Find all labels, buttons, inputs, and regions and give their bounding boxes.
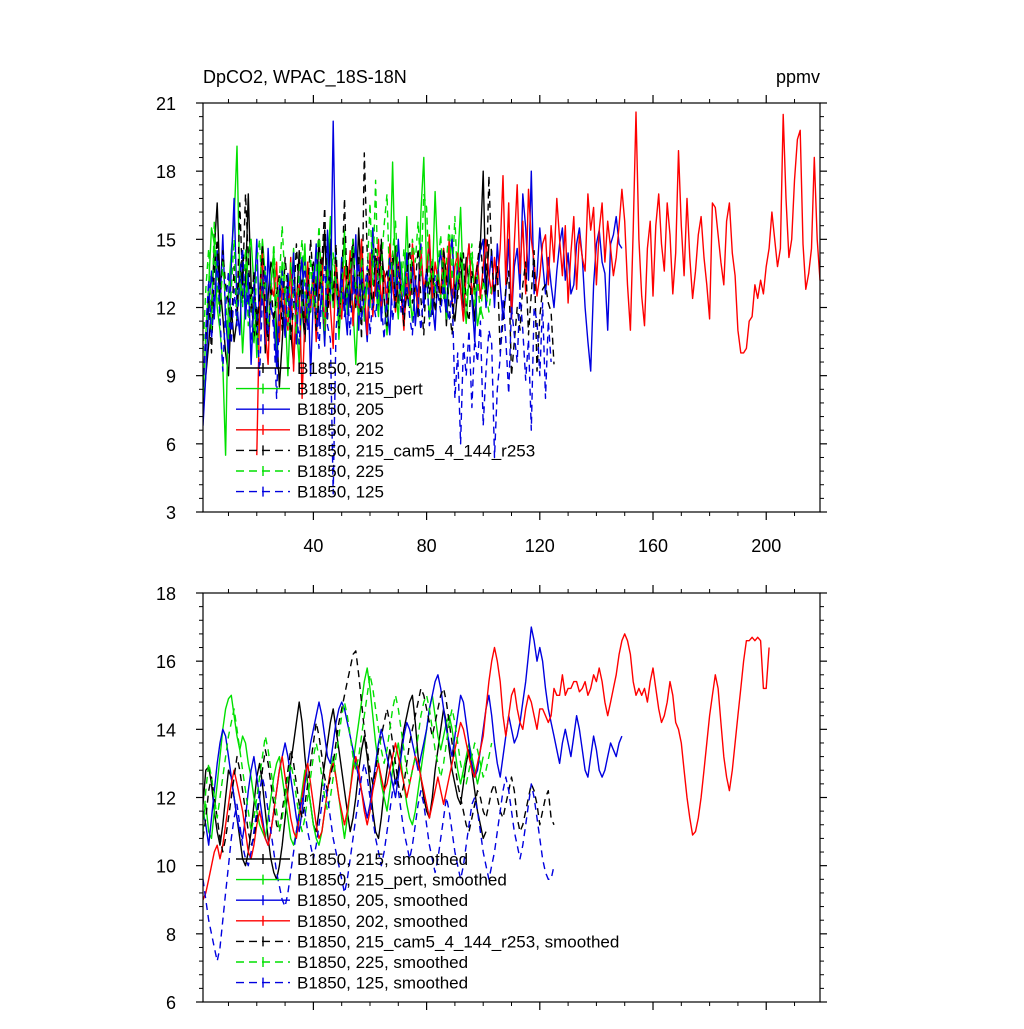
x-tick-label: 160: [638, 536, 668, 556]
legend-label: B1850, 215_pert: [297, 380, 423, 399]
legend: B1850, 215, smoothed B1850, 215_pert, smo…: [236, 850, 619, 993]
y-tick-label: 15: [156, 230, 176, 250]
x-tick-label: 40: [303, 536, 323, 556]
x-tick-label: 200: [751, 536, 781, 556]
y-tick-label: 12: [156, 299, 176, 319]
y-tick-label: 6: [166, 435, 176, 455]
legend-label: B1850, 125: [297, 483, 384, 502]
series-line-1: [203, 145, 484, 456]
top-panel-title: DpCO2, WPAC_18S-18N: [203, 67, 407, 88]
series-lines: [203, 111, 820, 495]
series-line-5: [203, 674, 493, 833]
y-tick-label: 18: [156, 584, 176, 604]
y-tick-label: 3: [166, 503, 176, 523]
series-line-3: [256, 111, 820, 456]
y-tick-label: 16: [156, 652, 176, 672]
y-tick-label: 9: [166, 367, 176, 387]
series-line-3: [203, 633, 770, 901]
y-tick-label: 18: [156, 162, 176, 182]
legend-label: B1850, 215_cam5_4_144_r253, smoothed: [297, 932, 619, 951]
legend-label: B1850, 225, smoothed: [297, 953, 468, 972]
legend-label: B1850, 125, smoothed: [297, 974, 468, 993]
legend-label: B1850, 225: [297, 462, 384, 481]
series-line-4: [203, 650, 555, 853]
series-line-6: [203, 762, 555, 962]
legend-label: B1850, 205, smoothed: [297, 891, 468, 910]
legend-label: B1850, 215_cam5_4_144_r253: [297, 441, 535, 460]
y-tick-label: 6: [166, 993, 176, 1013]
y-tick-label: 14: [156, 720, 176, 740]
legend-label: B1850, 205: [297, 400, 384, 419]
y-tick-label: 8: [166, 925, 176, 945]
top-panel-units: ppmv: [776, 67, 820, 87]
y-tick-label: 10: [156, 857, 176, 877]
legend-label: B1850, 215_pert, smoothed: [297, 871, 507, 890]
series-line-6: [203, 247, 552, 495]
x-tick-label: 120: [525, 536, 555, 556]
series-lines: [203, 626, 770, 962]
legend-label: B1850, 215, smoothed: [297, 850, 468, 869]
legend-label: B1850, 215: [297, 359, 384, 378]
y-tick-label: 21: [156, 94, 176, 114]
x-tick-label: 80: [417, 536, 437, 556]
series-line-1: [203, 667, 484, 846]
legend-label: B1850, 202: [297, 421, 384, 440]
legend-label: B1850, 202, smoothed: [297, 912, 468, 931]
y-tick-label: 12: [156, 789, 176, 809]
